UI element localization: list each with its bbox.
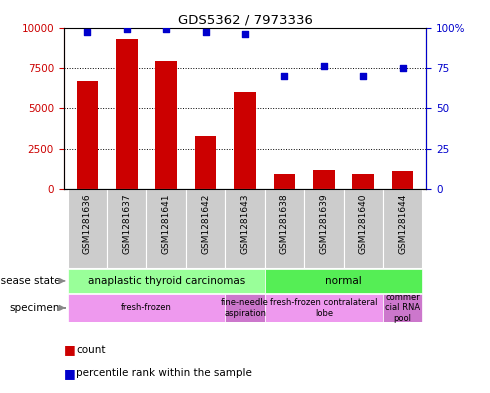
Point — [162, 26, 170, 32]
Text: specimen: specimen — [10, 303, 60, 313]
Point — [123, 26, 131, 32]
Title: GDS5362 / 7973336: GDS5362 / 7973336 — [177, 13, 313, 26]
Text: ■: ■ — [64, 367, 75, 380]
Text: fine-needle
aspiration: fine-needle aspiration — [221, 298, 269, 318]
Bar — [225, 189, 265, 268]
Point — [241, 31, 249, 37]
Bar — [234, 92, 256, 189]
Text: count: count — [76, 345, 105, 355]
Point — [202, 29, 210, 35]
Bar — [147, 189, 186, 268]
Bar — [265, 294, 383, 322]
Bar — [304, 189, 343, 268]
Bar — [68, 269, 265, 293]
Bar — [352, 174, 374, 189]
Text: fresh-frozen contralateral
lobe: fresh-frozen contralateral lobe — [270, 298, 378, 318]
Bar — [265, 269, 422, 293]
Point — [399, 65, 407, 71]
Point — [83, 29, 91, 35]
Bar — [155, 61, 177, 189]
Bar — [116, 39, 138, 189]
Text: GSM1281640: GSM1281640 — [359, 193, 368, 254]
Text: GSM1281636: GSM1281636 — [83, 193, 92, 254]
Text: fresh-frozen: fresh-frozen — [121, 303, 172, 312]
Bar — [68, 189, 107, 268]
Text: disease state: disease state — [0, 276, 60, 286]
Bar — [76, 81, 98, 189]
Bar — [392, 171, 414, 189]
Text: GSM1281642: GSM1281642 — [201, 193, 210, 253]
Bar — [265, 189, 304, 268]
Bar — [195, 136, 217, 189]
Text: GSM1281637: GSM1281637 — [122, 193, 131, 254]
Text: GSM1281641: GSM1281641 — [162, 193, 171, 254]
Bar — [107, 189, 147, 268]
Bar — [186, 189, 225, 268]
Text: GSM1281639: GSM1281639 — [319, 193, 328, 254]
Bar — [343, 189, 383, 268]
Bar — [383, 294, 422, 322]
Text: ■: ■ — [64, 343, 75, 356]
Text: percentile rank within the sample: percentile rank within the sample — [76, 368, 252, 378]
Text: GSM1281643: GSM1281643 — [241, 193, 249, 254]
Bar — [273, 174, 295, 189]
Text: commer
cial RNA
pool: commer cial RNA pool — [385, 293, 420, 323]
Point — [320, 63, 328, 70]
Bar — [383, 189, 422, 268]
Text: GSM1281644: GSM1281644 — [398, 193, 407, 253]
Bar — [225, 294, 265, 322]
Text: GSM1281638: GSM1281638 — [280, 193, 289, 254]
Text: anaplastic thyroid carcinomas: anaplastic thyroid carcinomas — [88, 276, 245, 286]
Point — [280, 73, 288, 79]
Text: normal: normal — [325, 276, 362, 286]
Point — [359, 73, 367, 79]
Bar — [68, 294, 225, 322]
Bar — [313, 170, 335, 189]
